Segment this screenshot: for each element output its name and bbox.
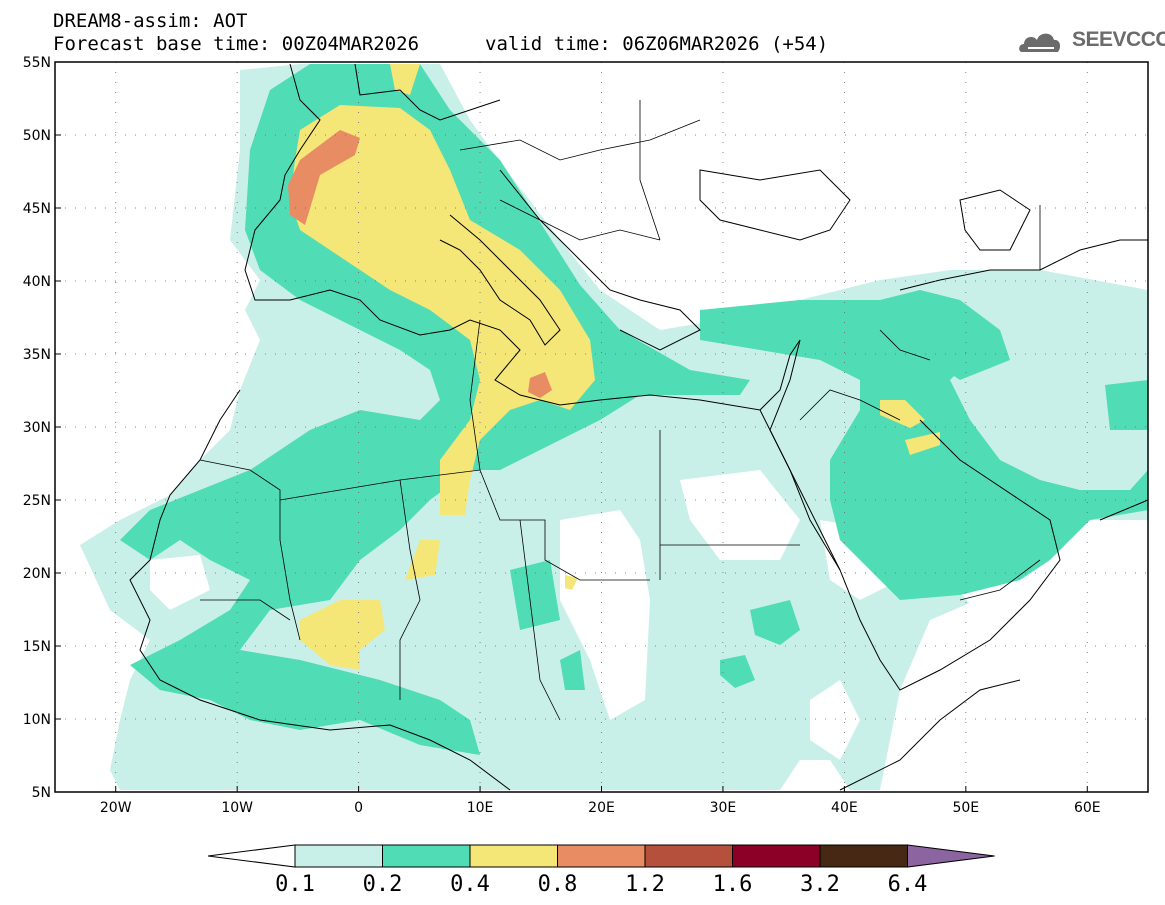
grid <box>55 62 1148 792</box>
lat-label: 20N <box>23 566 51 582</box>
aot-0.4-0.8 <box>290 64 940 670</box>
lon-label: 30E <box>710 800 737 816</box>
valid-time: valid time: 06Z06MAR2026 (+54) <box>485 33 829 55</box>
colorbar-low-arrow <box>207 844 296 868</box>
lon-label: 10W <box>221 800 253 816</box>
colorbar-label: 1.6 <box>713 872 753 897</box>
lat-label: 40N <box>23 274 51 290</box>
lon-label: 0 <box>354 800 363 816</box>
colorbar-label: 0.4 <box>450 872 490 897</box>
colorbar-label: 6.4 <box>888 872 928 897</box>
colorbar-segment <box>294 844 383 868</box>
coastlines <box>129 63 1148 791</box>
aot-0.8-1.2 <box>288 130 552 398</box>
colorbar-segment <box>732 844 821 868</box>
lat-label: 45N <box>23 201 51 217</box>
lon-label: 50E <box>952 800 979 816</box>
lat-label: 10N <box>23 712 51 728</box>
colorbar-segment <box>819 844 908 868</box>
colorbar: 0.1 0.2 0.4 0.8 1.2 1.6 3.2 6.4 <box>207 844 995 897</box>
lon-label: 20E <box>588 800 615 816</box>
colorbar-label: 0.1 <box>275 872 315 897</box>
lat-label: 35N <box>23 347 51 363</box>
lon-labels: 20W 10W 0 10E 20E 30E 40E 50E 60E <box>100 786 1101 816</box>
colorbar-high-arrow <box>907 844 995 868</box>
colorbar-segment <box>382 844 471 868</box>
lat-label: 55N <box>23 55 51 71</box>
lat-label: 15N <box>23 639 51 655</box>
forecast-base-time: Forecast base time: 00Z04MAR2026 <box>53 33 420 55</box>
aot-below-0.1 <box>150 300 1148 790</box>
colorbar-label: 0.2 <box>363 872 403 897</box>
borders <box>199 100 1041 721</box>
colorbar-label: 1.2 <box>625 872 665 897</box>
lat-label: 5N <box>32 785 51 801</box>
lat-label: 50N <box>23 128 51 144</box>
colorbar-label: 0.8 <box>538 872 578 897</box>
lon-label: 60E <box>1074 800 1101 816</box>
colorbar-segment <box>557 844 646 868</box>
colorbar-label: 3.2 <box>800 872 840 897</box>
lat-label: 25N <box>23 493 51 509</box>
logo-text: SEEVCCC <box>1072 28 1165 51</box>
lon-label: 10E <box>467 800 494 816</box>
colorbar-segment <box>644 844 733 868</box>
lon-label: 40E <box>831 800 858 816</box>
lat-label: 30N <box>23 420 51 436</box>
cloud-icon <box>1019 33 1061 52</box>
map-title: DREAM8-assim: AOT <box>53 10 248 32</box>
lat-labels: 55N 50N 45N 40N 35N 30N 25N 20N 15N 10N 5N <box>23 55 61 801</box>
colorbar-segment <box>469 844 558 868</box>
lon-label: 20W <box>100 800 132 816</box>
aot-fields <box>80 64 1148 790</box>
